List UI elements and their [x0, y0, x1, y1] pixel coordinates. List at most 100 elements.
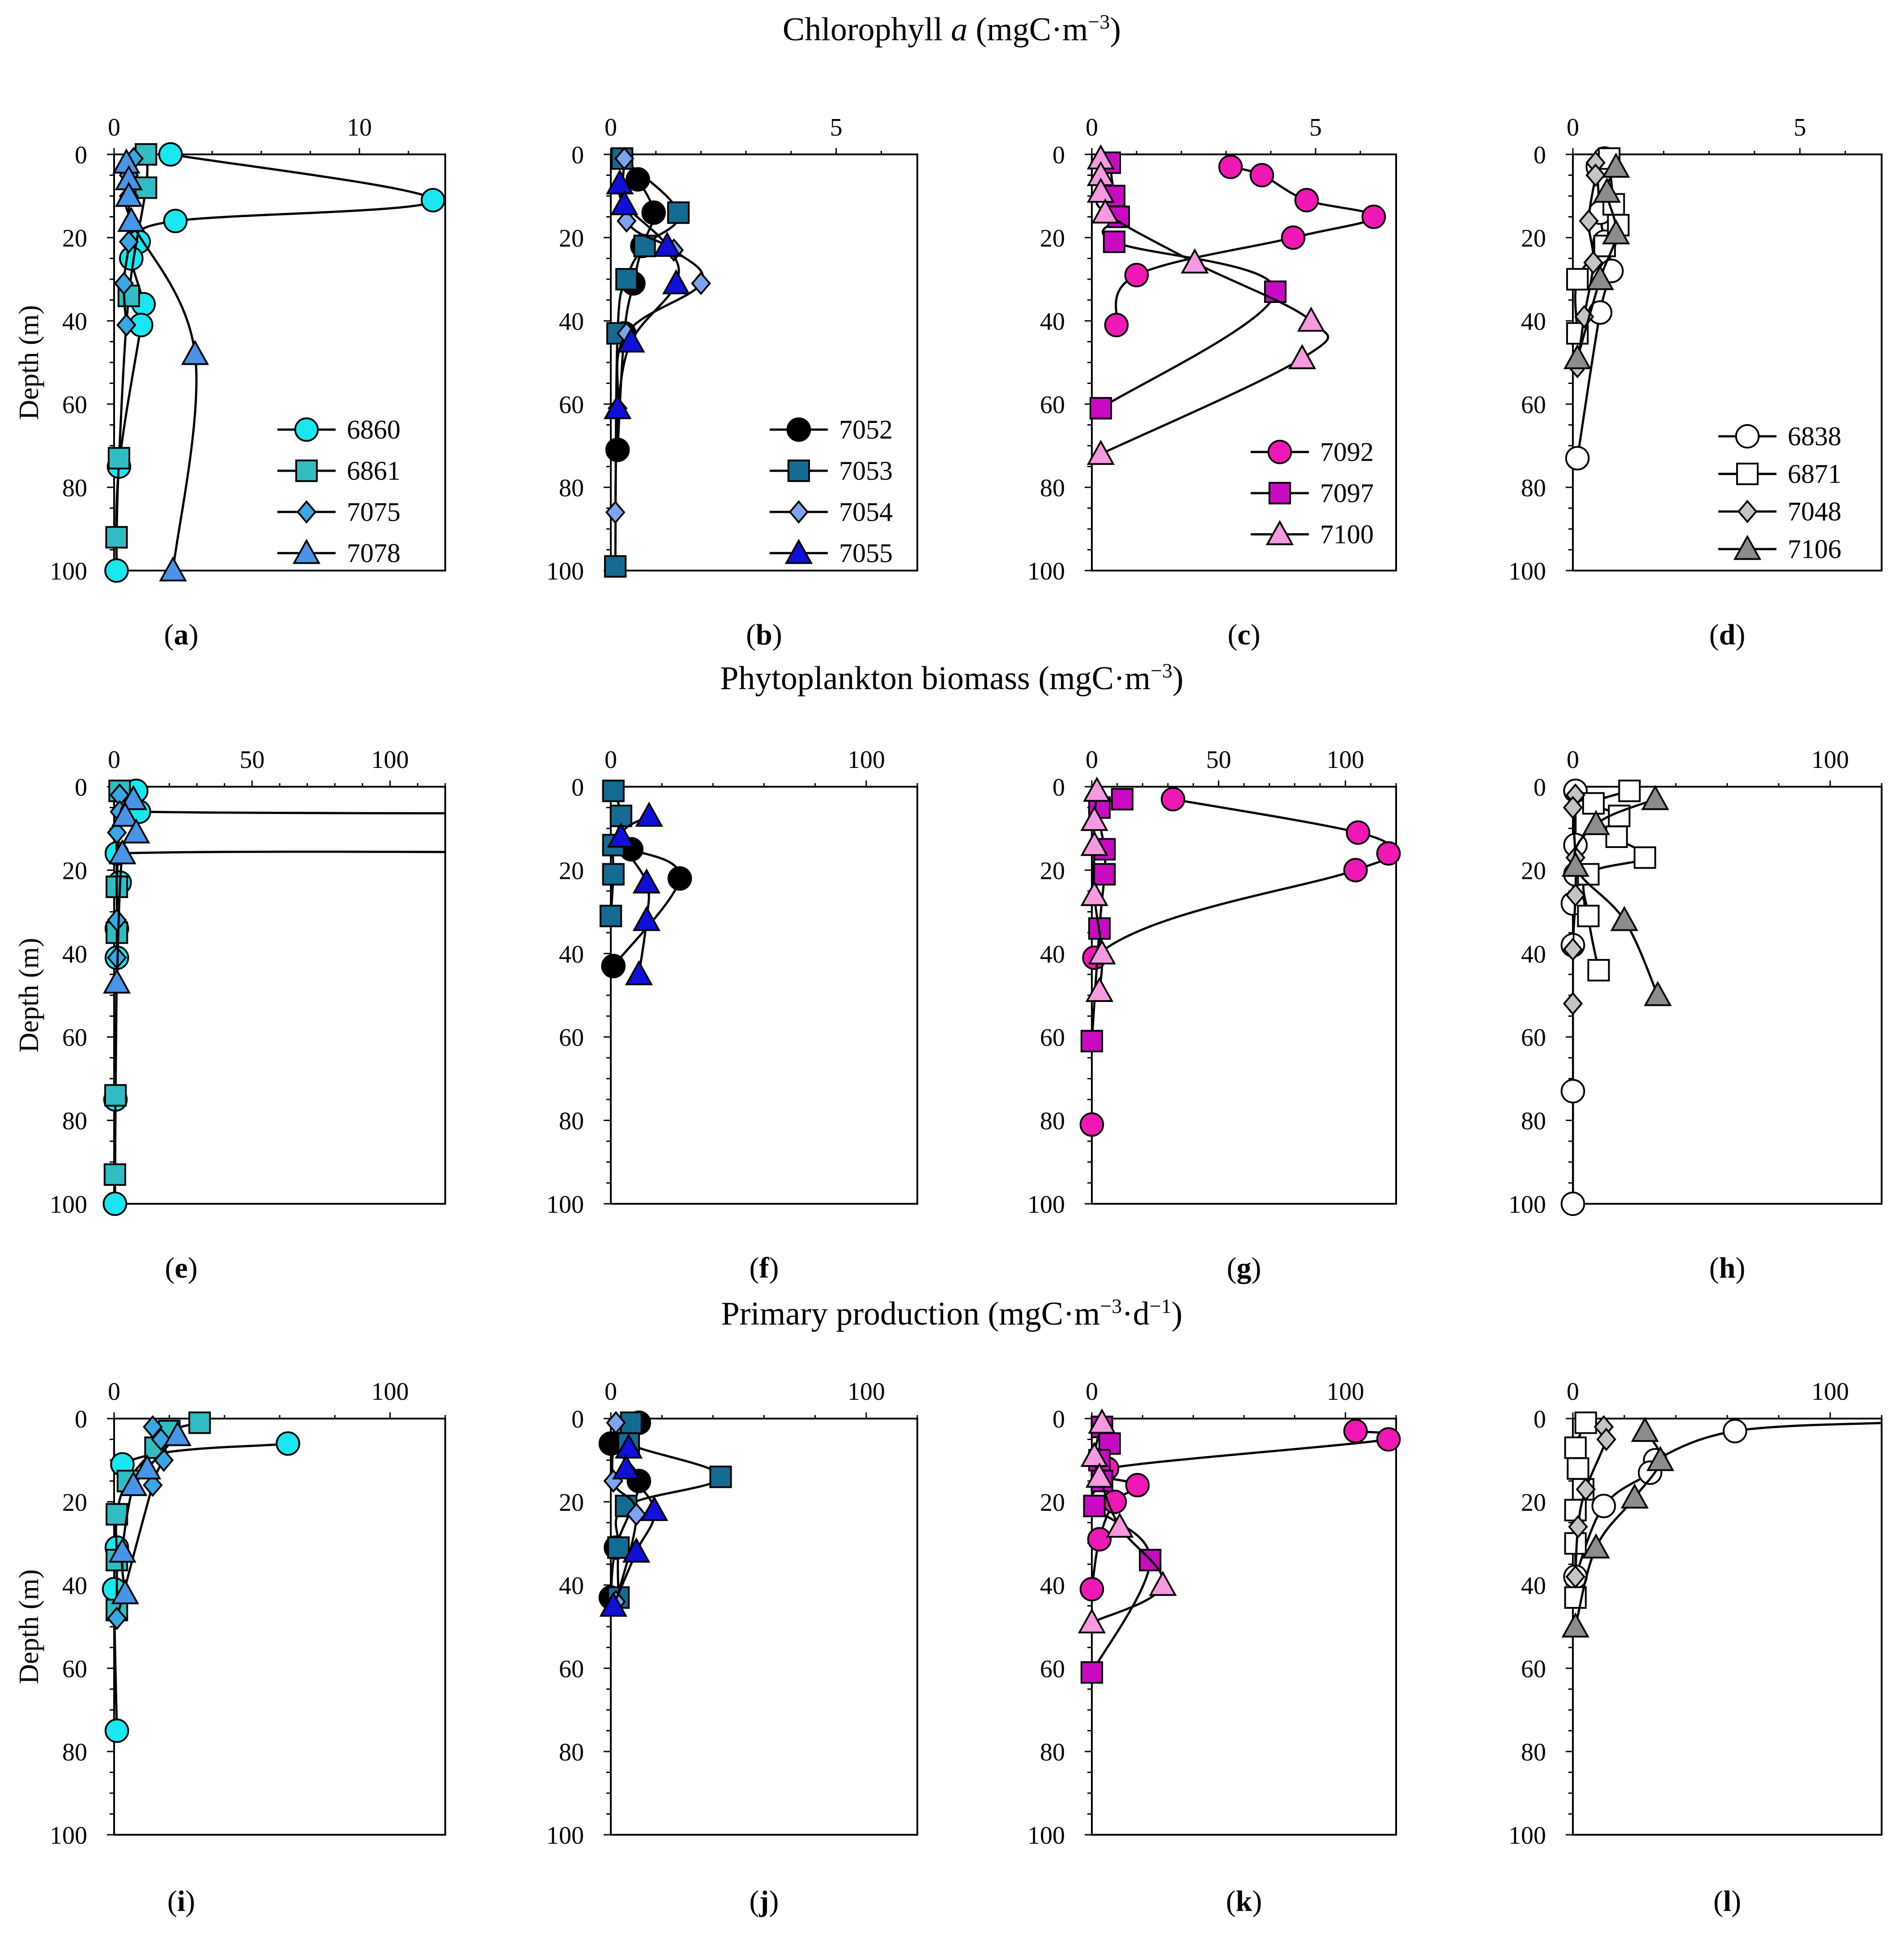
panel-l: 0 100 0 20 40 60 80 100 (l) [1508, 1378, 1883, 1918]
data-point-6860 [102, 1191, 128, 1216]
legend-entry-7100: 7100 [1251, 520, 1374, 549]
data-point-7100 [1085, 976, 1114, 1002]
data-point-7106 [1586, 265, 1614, 290]
data-point-7055 [612, 1454, 640, 1479]
y-tick-label: 80 [559, 1108, 584, 1135]
data-point-7053 [615, 268, 638, 291]
data-point-7055 [662, 269, 690, 294]
y-tick-label: 80 [1040, 1108, 1065, 1135]
data-point-6838 [1722, 1419, 1747, 1444]
y-tick-label: 20 [62, 857, 87, 885]
data-point-7100 [1297, 307, 1325, 332]
data-point-7100 [1106, 1512, 1134, 1538]
y-tick-label: 60 [1521, 1655, 1546, 1683]
y-tick-label: 80 [62, 474, 87, 502]
panel-label: (f) [750, 1252, 779, 1284]
y-tick-label: 60 [1040, 1655, 1065, 1683]
data-point-7053 [602, 780, 625, 802]
data-point-7055 [632, 906, 661, 931]
data-point-7092 [1376, 1427, 1401, 1452]
y-tick-label: 80 [559, 474, 584, 502]
legend-marker-6861 [295, 459, 318, 482]
y-tick-label: 60 [1521, 391, 1546, 419]
y-tick-label: 100 [546, 1191, 584, 1219]
data-point-7106 [1561, 1612, 1589, 1638]
data-point-7106 [1631, 1416, 1659, 1442]
data-point-7075 [119, 230, 139, 254]
x-tick-label: 5 [1793, 114, 1806, 141]
data-point-7048 [1579, 209, 1599, 233]
legend-label: 7092 [1320, 437, 1374, 467]
y-tick-label: 40 [1521, 941, 1546, 968]
data-point-7075 [106, 821, 127, 844]
data-point-7092 [1161, 787, 1185, 812]
data-point-7078 [122, 818, 150, 844]
legend-entry-6860: 6860 [277, 415, 400, 444]
y-tick-label: 0 [75, 1406, 87, 1433]
panel-label: (l) [1713, 1885, 1741, 1918]
data-point-6871 [1567, 1457, 1589, 1480]
series-line-7092 [1115, 166, 1375, 326]
panel-label: (e) [165, 1252, 197, 1284]
data-point-7092 [1124, 263, 1149, 288]
series-line-7100 [1095, 158, 1329, 455]
legend-label: 6871 [1788, 459, 1841, 489]
panel-k: 0 100 0 20 40 60 80 100 (k) [1027, 1378, 1401, 1918]
data-point-7052 [641, 200, 666, 225]
x-tick-label: 0 [1567, 114, 1579, 141]
data-point-7075 [143, 1473, 163, 1497]
y-tick-label: 20 [559, 857, 584, 885]
y-tick-label: 100 [546, 1822, 584, 1850]
y-tick-label: 60 [559, 1655, 584, 1683]
data-point-7054 [616, 209, 637, 233]
data-point-7097 [1080, 1030, 1103, 1053]
data-point-7075 [116, 313, 136, 337]
legend-entry-6871: 6871 [1718, 459, 1841, 489]
data-point-7054 [691, 272, 711, 295]
legend-marker-7075 [296, 500, 317, 524]
legend-marker-6871 [1736, 462, 1759, 486]
data-point-7078 [159, 556, 187, 582]
y-axis-title: Depth (m) [14, 305, 44, 420]
data-point-6861 [107, 447, 131, 469]
x-tick-label: 50 [239, 746, 264, 774]
data-point-7078 [119, 1470, 148, 1496]
data-point-7055 [640, 1496, 669, 1521]
legend-entry-6861: 6861 [277, 456, 400, 486]
y-tick-label: 0 [75, 141, 87, 169]
data-point-7052 [667, 866, 692, 891]
data-point-7055 [607, 822, 635, 848]
x-tick-label: 0 [108, 114, 120, 141]
data-point-7052 [605, 438, 630, 462]
x-tick-label: 5 [830, 114, 843, 141]
data-point-6871 [1618, 780, 1641, 802]
data-point-7092 [1294, 188, 1319, 213]
data-point-7106 [1641, 785, 1670, 810]
data-point-7048 [1585, 163, 1606, 187]
data-point-7048 [1568, 1515, 1588, 1539]
data-point-7097 [1111, 788, 1134, 811]
panel-label: (b) [746, 618, 782, 651]
y-tick-label: 100 [1508, 558, 1546, 585]
data-point-7100 [1086, 177, 1115, 203]
data-point-7100 [1088, 939, 1116, 965]
y-tick-label: 80 [1521, 1739, 1546, 1766]
x-tick-label: 0 [605, 114, 617, 141]
y-tick-label: 20 [1040, 225, 1065, 252]
data-point-7100 [1078, 1608, 1106, 1633]
data-point-7092 [1281, 225, 1306, 250]
y-tick-label: 20 [1521, 857, 1546, 885]
panel-label: (g) [1227, 1252, 1261, 1284]
data-point-7106 [1646, 1446, 1674, 1471]
legend-marker-7054 [788, 500, 809, 524]
y-axis-title: Depth (m) [14, 1569, 44, 1684]
x-tick-label: 0 [1086, 1378, 1098, 1406]
x-tick-label: 100 [371, 746, 409, 774]
panel-i: 0 100 0 20 40 60 80 100 Depth (m) (i) [14, 1378, 446, 1918]
legend-label: 7097 [1320, 478, 1374, 508]
y-tick-label: 40 [62, 1572, 87, 1600]
series-line-6838 [1574, 1422, 1883, 1577]
legend-label: 7106 [1788, 534, 1841, 564]
data-point-7106 [1593, 177, 1621, 203]
y-tick-label: 60 [62, 1024, 87, 1052]
